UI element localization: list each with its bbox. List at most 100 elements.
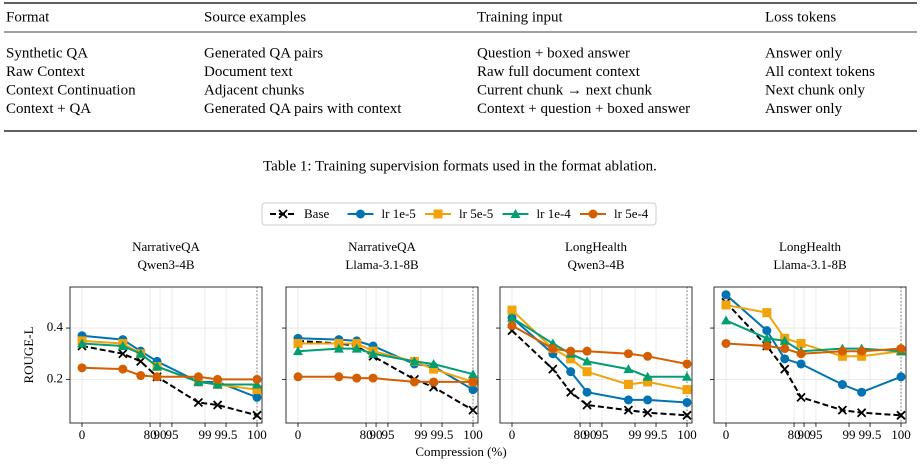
- subplot-subtitle: Llama-3.1-8B: [345, 257, 419, 272]
- data-point: [136, 356, 146, 367]
- data-point: [857, 351, 867, 361]
- data-point: [468, 377, 478, 387]
- data-point: [193, 376, 204, 386]
- data-point: [77, 363, 87, 373]
- table-cell: Generated QA pairs with context: [204, 101, 402, 117]
- x-tick-label: 95: [381, 427, 394, 442]
- data-point: [468, 369, 478, 379]
- x-tick-label: 99.5: [215, 427, 238, 442]
- x-tick-label: 90: [798, 427, 811, 442]
- x-tick-label: 95: [595, 427, 608, 442]
- data-point: [566, 367, 576, 377]
- table-cell: Question + boxed answer: [477, 45, 630, 61]
- data-point: [762, 326, 772, 336]
- table-cell: Answer only: [765, 45, 843, 61]
- data-point: [721, 315, 731, 325]
- table-cell: Raw full document context: [477, 64, 641, 80]
- data-point: [896, 410, 906, 420]
- data-point: [507, 320, 517, 330]
- series-line: [81, 345, 258, 417]
- data-point: [428, 358, 439, 368]
- x-tick-label: 99: [629, 427, 642, 442]
- series-line: [81, 342, 257, 386]
- caption: Table 1: Training supervision formats us…: [263, 158, 657, 174]
- data-point: [213, 374, 223, 384]
- data-point: [837, 380, 847, 390]
- data-point: [623, 395, 633, 405]
- x-tick-label: 95: [809, 427, 822, 442]
- legend-label: Base: [304, 206, 330, 221]
- table-cell: Adjacent chunks: [204, 82, 305, 98]
- table-header: Loss tokens: [765, 9, 836, 25]
- data-point: [252, 379, 262, 389]
- data-point: [212, 400, 223, 410]
- data-point: [623, 380, 633, 390]
- data-point: [582, 346, 592, 356]
- subplot-title: LongHealth: [565, 239, 628, 254]
- table-cell: Context + question + boxed answer: [477, 101, 690, 117]
- series-line: [511, 316, 687, 378]
- axes-frame: [69, 286, 263, 424]
- data-point: [136, 371, 146, 381]
- data-point: [293, 338, 303, 348]
- legend-label: lr 5e-4: [614, 206, 649, 221]
- x-tick-label: 0: [79, 427, 86, 442]
- legend: Base lr 1e-5 lr 5e-5 lr 1e-4 lr 5e-4: [261, 202, 657, 226]
- data-point: [642, 408, 653, 418]
- data-point: [118, 349, 128, 359]
- y-tick-label: 0.4: [47, 319, 64, 334]
- table-header: Source examples: [204, 9, 306, 25]
- data-point: [896, 372, 906, 382]
- data-point: [796, 338, 806, 348]
- data-point: [623, 364, 634, 374]
- data-point: [623, 405, 634, 415]
- x-tick-label: 80: [360, 427, 373, 442]
- data-point: [252, 374, 262, 384]
- x-tick-label: 99: [843, 427, 856, 442]
- table-cell: Generated QA pairs: [204, 45, 323, 61]
- series-line: [511, 324, 688, 365]
- data-point: [682, 371, 692, 381]
- data-point: [643, 377, 653, 387]
- data-point: [642, 371, 653, 381]
- legend-marker: [510, 209, 521, 218]
- table-header: Format: [6, 9, 50, 25]
- series-line: [511, 317, 688, 404]
- data-point: [368, 373, 378, 383]
- table: Format Source examples Training input Loss …: [4, 2, 917, 132]
- data-point: [429, 377, 439, 387]
- data-point: [721, 338, 731, 348]
- x-tick-label: 100: [463, 427, 483, 442]
- data-point: [152, 361, 163, 371]
- x-tick-label: 80: [144, 427, 157, 442]
- data-point: [212, 379, 223, 389]
- y-tick-label: 0.2: [47, 370, 63, 385]
- axes-frame: [499, 286, 693, 424]
- data-point: [352, 338, 362, 348]
- y-axis-label: ROUGE-L: [21, 326, 36, 383]
- data-point: [548, 344, 558, 354]
- table-cell: Context Continuation: [6, 82, 136, 98]
- data-point: [721, 300, 731, 310]
- data-point: [152, 372, 162, 382]
- data-point: [857, 387, 867, 397]
- x-tick-label: 95: [165, 427, 178, 442]
- data-point: [582, 356, 593, 366]
- data-point: [252, 410, 262, 420]
- data-point: [762, 308, 772, 318]
- data-point: [780, 344, 790, 354]
- legend-marker: [588, 209, 598, 219]
- data-point: [682, 397, 692, 407]
- subplot-subtitle: Qwen3-4B: [137, 257, 194, 272]
- series-line: [81, 366, 257, 381]
- x-tick-label: 0: [723, 427, 730, 442]
- data-point: [293, 346, 303, 356]
- series-line: [725, 301, 902, 417]
- data-point: [780, 354, 790, 364]
- data-point: [857, 346, 867, 356]
- x-tick-label: 90: [370, 427, 383, 442]
- x-tick-label: 80: [788, 427, 801, 442]
